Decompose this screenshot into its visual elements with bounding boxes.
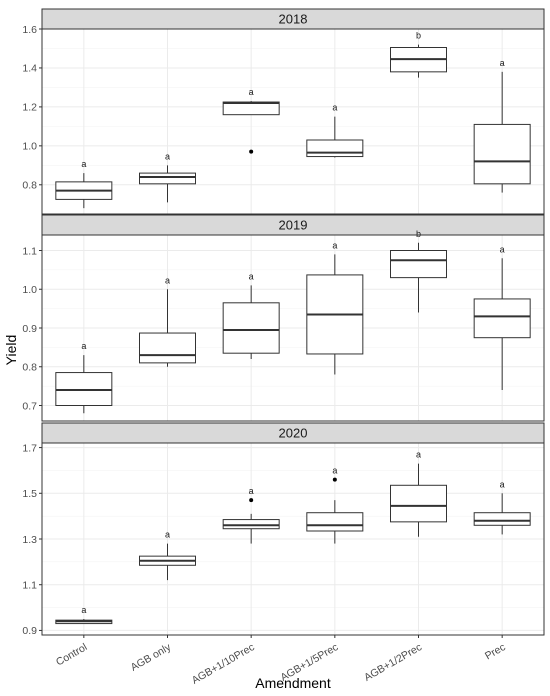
significance-label: a xyxy=(165,275,170,285)
box-iqr xyxy=(390,484,447,523)
significance-label: b xyxy=(416,229,421,239)
y-tick-label: 0.9 xyxy=(22,625,37,637)
box-Prec: a xyxy=(473,479,531,535)
box-AGB+1/10Prec: a xyxy=(222,271,280,359)
box-Control: a xyxy=(55,341,113,414)
box-iqr xyxy=(473,512,531,526)
box-AGB only: a xyxy=(139,275,196,367)
box-AGB+1/5Prec: a xyxy=(306,103,364,158)
box-AGB+1/2Prec: a xyxy=(390,450,447,537)
significance-label: a xyxy=(249,271,254,281)
y-tick-label: 1.1 xyxy=(22,245,37,257)
facet-panel-2019: 2019 0.7 0.8 0.9 1.0 1.1 a a a a b a xyxy=(22,214,545,422)
y-tick-label: 1.4 xyxy=(22,63,37,75)
outlier-point xyxy=(249,498,254,503)
significance-label: a xyxy=(165,151,170,161)
panel-border xyxy=(41,442,545,636)
facet-strip-label: 2019 xyxy=(279,218,308,233)
y-tick-label: 1.7 xyxy=(22,442,37,454)
y-tick-label: 1.3 xyxy=(22,534,37,546)
box-iqr xyxy=(306,139,364,158)
y-tick-label: 0.8 xyxy=(22,180,37,192)
box-AGB+1/10Prec: a xyxy=(222,87,280,154)
box-AGB+1/5Prec: a xyxy=(306,240,364,375)
panel-background xyxy=(42,29,544,214)
significance-label: a xyxy=(249,87,254,97)
y-axis-title: Yield xyxy=(3,335,19,366)
box-Prec: a xyxy=(473,58,531,193)
significance-label: a xyxy=(332,240,337,250)
y-tick-label: 1.2 xyxy=(22,102,37,114)
box-AGB+1/10Prec: a xyxy=(222,486,280,544)
significance-label: a xyxy=(332,466,337,476)
y-tick-label: 0.8 xyxy=(22,362,37,374)
y-tick-label: 1.0 xyxy=(22,141,37,153)
facet-panel-2018: 2018 0.8 1.0 1.2 1.4 1.6 a a a a b a xyxy=(22,8,545,215)
panel-border xyxy=(41,234,545,422)
x-axis-title: Amendment xyxy=(255,675,331,691)
box-Control: a xyxy=(55,605,113,625)
facet-strip-label: 2018 xyxy=(279,12,308,27)
significance-label: a xyxy=(500,479,505,489)
box-AGB only: a xyxy=(139,151,196,203)
box-iqr xyxy=(473,298,531,339)
panel-border xyxy=(41,28,545,215)
significance-label: a xyxy=(81,341,86,351)
box-iqr xyxy=(390,250,447,279)
y-tick-label: 0.7 xyxy=(22,400,37,412)
y-tick-label: 0.9 xyxy=(22,323,37,335)
box-iqr xyxy=(306,512,364,532)
box-Control: a xyxy=(55,159,113,209)
significance-label: a xyxy=(500,244,505,254)
box-iqr xyxy=(222,302,280,354)
box-AGB+1/5Prec: a xyxy=(306,466,364,544)
y-tick-label: 1.6 xyxy=(22,24,37,36)
significance-label: a xyxy=(81,159,86,169)
significance-label: a xyxy=(500,58,505,68)
significance-label: a xyxy=(416,450,421,460)
panels: 2018 0.8 1.0 1.2 1.4 1.6 a a a a b a 2019 0.7 0.8 0.9 1.… xyxy=(22,8,545,637)
box-iqr xyxy=(139,332,196,364)
box-iqr xyxy=(473,123,531,185)
significance-label: a xyxy=(249,486,254,496)
box-iqr xyxy=(139,172,196,185)
y-tick-label: 1.5 xyxy=(22,488,37,500)
outlier-point xyxy=(332,477,337,482)
box-Prec: a xyxy=(473,244,531,390)
outlier-point xyxy=(249,149,254,154)
box-AGB only: a xyxy=(139,530,196,581)
facet-panel-2020: 2020 0.9 1.1 1.3 1.5 1.7 a a a a a a xyxy=(22,422,545,637)
significance-label: b xyxy=(416,31,421,41)
y-tick-label: 1.0 xyxy=(22,284,37,296)
significance-label: a xyxy=(165,530,170,540)
box-iqr xyxy=(222,519,280,530)
y-tick-label: 1.1 xyxy=(22,580,37,592)
box-AGB+1/2Prec: b xyxy=(390,31,447,78)
facet-strip-label: 2020 xyxy=(279,426,308,441)
significance-label: a xyxy=(81,605,86,615)
significance-label: a xyxy=(332,103,337,113)
box-AGB+1/2Prec: b xyxy=(390,229,447,313)
